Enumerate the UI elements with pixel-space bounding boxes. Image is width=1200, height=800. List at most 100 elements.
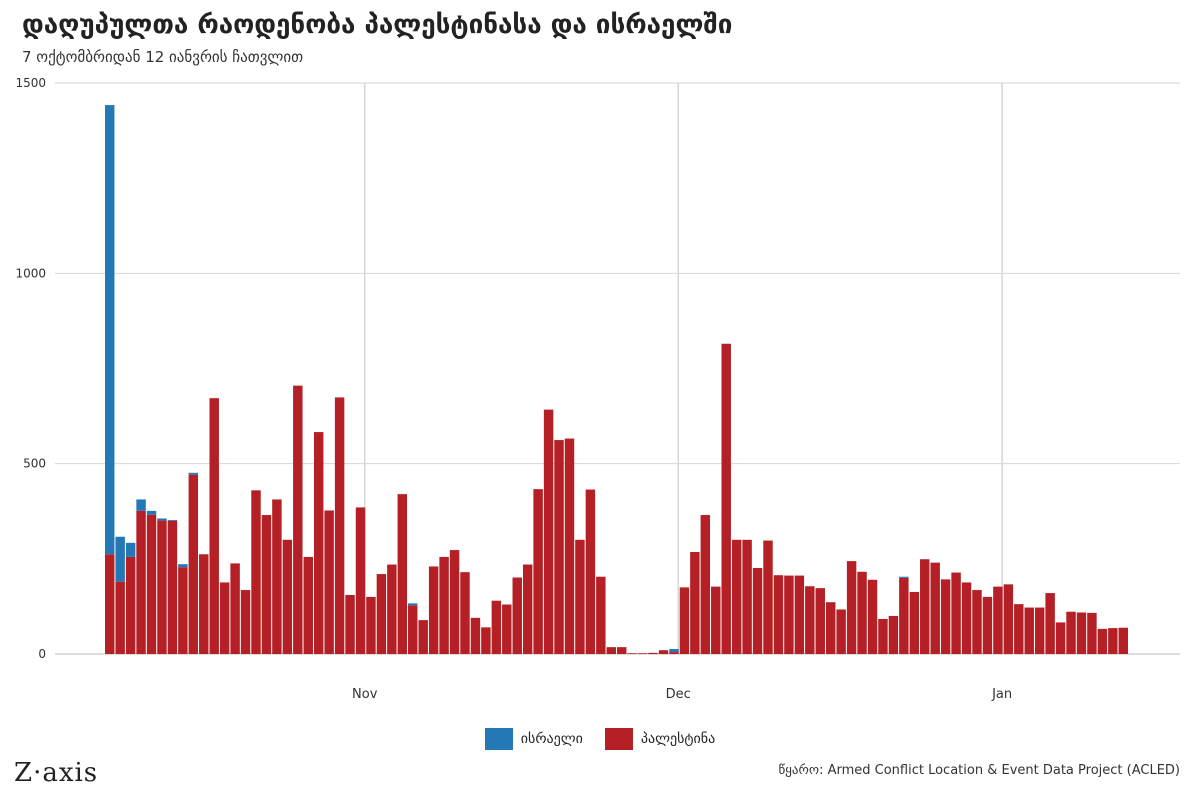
bar-palestine <box>230 563 240 654</box>
bar-palestine <box>909 591 920 654</box>
bar-palestine <box>136 510 146 654</box>
bar-palestine <box>481 627 491 654</box>
legend-item-israel: ისრაელი <box>484 728 583 750</box>
bar-palestine <box>930 562 940 654</box>
bar-palestine <box>585 489 596 654</box>
bar-palestine <box>940 579 951 654</box>
bar-israel <box>899 576 909 578</box>
bar-palestine <box>617 647 627 654</box>
bar-palestine <box>637 653 648 654</box>
bar-palestine <box>564 438 575 654</box>
bar-palestine <box>240 590 251 654</box>
bar-palestine <box>397 494 408 654</box>
bar-palestine <box>188 474 199 654</box>
bar-israel <box>408 603 418 606</box>
bar-palestine <box>167 520 178 654</box>
bar-palestine <box>366 596 376 654</box>
brand-logo: Z·axis <box>14 758 99 788</box>
bar-palestine <box>209 398 219 654</box>
bar-palestine <box>888 615 899 654</box>
bar-palestine <box>125 556 136 654</box>
bar-palestine <box>658 650 669 654</box>
bar-palestine <box>157 520 167 654</box>
bar-palestine <box>533 489 543 654</box>
bar-palestine <box>251 490 261 654</box>
bar-palestine <box>596 576 606 654</box>
bar-palestine <box>982 596 993 654</box>
bar-palestine <box>491 600 502 654</box>
bar-israel <box>105 105 115 555</box>
bar-palestine <box>575 539 585 654</box>
bar-palestine <box>199 554 209 654</box>
bar-palestine <box>993 586 1003 654</box>
bar-palestine <box>418 620 428 654</box>
bar-palestine <box>742 539 752 654</box>
bar-palestine <box>1118 627 1128 654</box>
x-tick-label: Jan <box>991 687 1012 702</box>
bar-palestine <box>355 507 366 654</box>
bar-palestine <box>345 594 355 654</box>
bar-palestine <box>512 577 522 654</box>
bar-palestine <box>721 343 731 654</box>
y-tick-label: 1500 <box>15 76 46 90</box>
bar-palestine <box>408 605 418 654</box>
bar-palestine <box>899 577 909 654</box>
bar-palestine <box>606 647 616 654</box>
bar-israel <box>167 520 178 521</box>
bar-palestine <box>554 440 564 654</box>
bar-palestine <box>178 567 188 654</box>
bar-palestine <box>731 539 742 654</box>
bar-palestine <box>293 385 303 654</box>
bar-israel <box>136 499 146 511</box>
bar-palestine <box>105 554 115 654</box>
bar-palestine <box>1045 593 1055 654</box>
y-tick-label: 500 <box>23 457 46 471</box>
bar-palestine <box>324 510 334 654</box>
x-tick-label: Dec <box>666 687 691 702</box>
bar-palestine <box>282 539 293 654</box>
bar-palestine <box>428 566 439 654</box>
bar-israel <box>146 510 157 515</box>
bar-palestine <box>502 604 512 654</box>
bar-palestine <box>1108 628 1118 654</box>
legend-swatch-palestine <box>604 728 633 750</box>
chart-legend: ისრაელი პალესტინა <box>0 728 1200 750</box>
legend-label-israel: ისრაელი <box>520 731 583 747</box>
bar-palestine <box>679 587 690 654</box>
bar-israel <box>178 564 188 568</box>
bar-palestine <box>543 409 554 654</box>
bar-palestine <box>261 515 272 654</box>
bar-palestine <box>825 602 836 654</box>
bar-palestine <box>376 574 387 654</box>
bar-palestine <box>1003 584 1014 654</box>
bar-palestine <box>460 572 470 654</box>
bar-palestine <box>303 556 313 654</box>
bar-palestine <box>387 564 397 654</box>
legend-item-palestine: პალესტინა <box>604 728 715 750</box>
y-tick-label: 0 <box>38 647 46 661</box>
bar-palestine <box>313 432 324 654</box>
bar-palestine <box>522 564 533 654</box>
y-tick-label: 1000 <box>15 266 46 280</box>
bar-palestine <box>773 575 784 654</box>
bar-palestine <box>334 397 345 654</box>
bar-palestine <box>219 582 230 654</box>
x-tick-label: Nov <box>352 687 378 702</box>
bar-palestine <box>690 551 700 654</box>
legend-swatch-israel <box>484 728 513 750</box>
bar-palestine <box>878 618 888 654</box>
bar-palestine <box>1024 607 1034 654</box>
bar-palestine <box>752 567 763 654</box>
bar-palestine <box>815 588 825 654</box>
bar-palestine <box>794 575 805 654</box>
bar-palestine <box>146 514 157 654</box>
bar-palestine <box>700 515 711 654</box>
bar-palestine <box>272 499 282 654</box>
bar-israel <box>157 518 167 521</box>
bar-palestine <box>648 652 658 654</box>
bar-palestine <box>951 572 961 654</box>
bar-palestine <box>1055 622 1066 654</box>
bar-palestine <box>805 586 815 654</box>
bar-palestine <box>1014 604 1024 654</box>
